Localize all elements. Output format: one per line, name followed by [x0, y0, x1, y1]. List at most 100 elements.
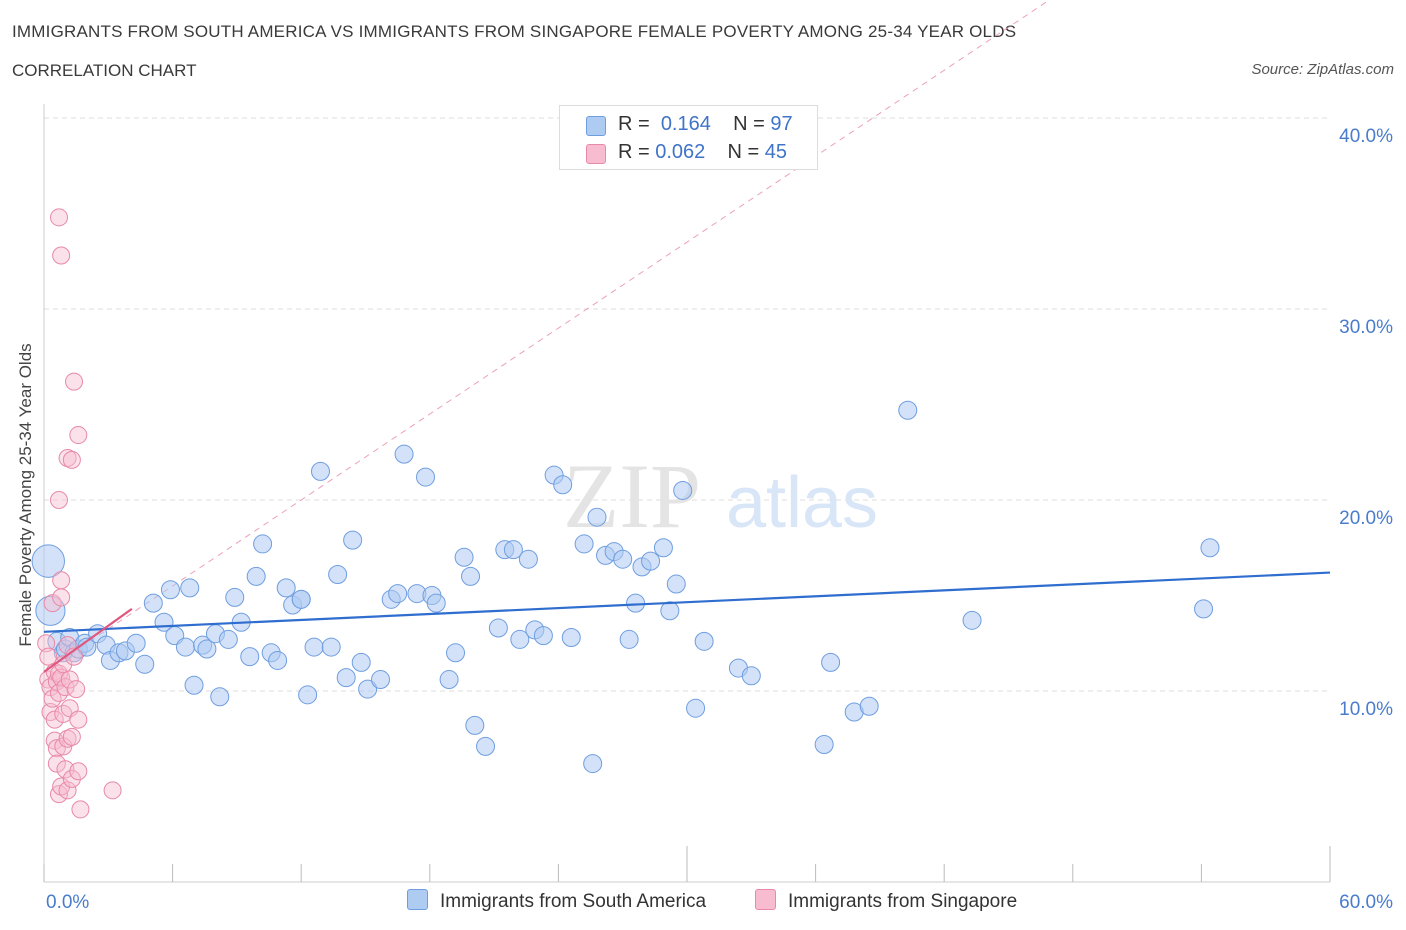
- x-tick-label: 0.0%: [46, 892, 89, 913]
- legend-n-value: 45: [764, 141, 788, 163]
- south-america-trend-line: [43, 571, 1331, 633]
- south-america-point: [553, 475, 573, 495]
- south-america-point: [814, 734, 834, 754]
- watermark-atlas: atlas: [726, 463, 878, 543]
- south-america-points: [31, 400, 1220, 774]
- south-america-point: [388, 584, 408, 604]
- south-america-point: [503, 540, 523, 560]
- x-tick-label: 60.0%: [1339, 892, 1393, 913]
- axes: [43, 104, 1331, 883]
- south-america-point: [343, 530, 363, 550]
- south-america-point: [694, 631, 714, 651]
- south-america-point: [488, 618, 508, 638]
- south-america-point: [210, 687, 230, 707]
- south-america-point: [321, 637, 341, 657]
- singapore-point: [69, 762, 88, 781]
- singapore-point: [45, 710, 64, 729]
- south-america-point: [184, 675, 204, 695]
- singapore-point: [50, 208, 69, 227]
- singapore-points: [37, 208, 122, 819]
- south-america-point: [533, 626, 553, 646]
- south-america-point: [291, 589, 311, 609]
- singapore-point: [50, 491, 69, 509]
- south-america-point: [351, 652, 371, 672]
- south-america-point: [416, 467, 436, 487]
- south-america-point: [561, 628, 581, 648]
- south-america-point: [454, 547, 474, 567]
- bottom-legend-label: Immigrants from South America: [440, 891, 707, 912]
- y-tick-label: 30.0%: [1339, 317, 1393, 338]
- south-america-point: [673, 480, 693, 500]
- y-axis-label: Female Poverty Among 25-34 Year Olds: [16, 343, 35, 647]
- singapore-point: [62, 769, 81, 788]
- south-america-point: [439, 670, 459, 690]
- south-america-point: [653, 538, 673, 558]
- singapore-point: [52, 588, 71, 607]
- south-america-point: [328, 564, 348, 584]
- south-america-point: [446, 643, 466, 663]
- south-america-point: [465, 715, 485, 735]
- south-america-point: [587, 507, 607, 527]
- singapore-point: [37, 634, 56, 653]
- singapore-point: [62, 727, 81, 746]
- south-america-point: [574, 534, 594, 554]
- south-america-point: [225, 587, 245, 607]
- south-america-point: [660, 601, 680, 621]
- south-america-point: [426, 593, 446, 613]
- singapore-trend-line: [43, 607, 133, 673]
- south-america-point: [1194, 599, 1214, 619]
- south-america-point: [143, 593, 163, 613]
- y-tick-label: 40.0%: [1339, 126, 1393, 147]
- singapore-point: [71, 800, 90, 819]
- south-america-point: [641, 551, 661, 571]
- legend-n-value: 97: [770, 113, 793, 135]
- south-america-point: [253, 534, 273, 554]
- south-america-point: [821, 652, 841, 672]
- singapore-point: [39, 647, 58, 666]
- south-america-point: [197, 639, 217, 659]
- singapore-point: [58, 781, 77, 800]
- south-america-point: [304, 637, 324, 657]
- south-america-point: [310, 461, 330, 481]
- south-america-point: [371, 670, 391, 690]
- south-america-point: [240, 647, 260, 667]
- chart-subtitle: CORRELATION CHART: [12, 61, 197, 80]
- south-america-point: [476, 736, 496, 756]
- south-america-point: [358, 679, 378, 699]
- bottom-legend-swatch-blue: [407, 889, 428, 910]
- singapore-point: [47, 754, 66, 773]
- south-america-point: [394, 444, 414, 464]
- singapore-trend-dashed: [43, 0, 1051, 673]
- legend-text: R = 0.062 N = 45: [618, 141, 788, 163]
- south-america-point: [180, 578, 200, 598]
- singapore-point: [52, 571, 71, 590]
- legend-text: R = 0.164 N = 97: [618, 113, 793, 135]
- singapore-point: [69, 710, 88, 729]
- south-america-point: [666, 574, 686, 594]
- legend-swatch-pink: [586, 144, 606, 164]
- south-america-point: [135, 654, 155, 674]
- south-america-point: [583, 754, 603, 774]
- singapore-point: [65, 372, 84, 391]
- bottom-legend-singapore: Immigrants from Singapore: [755, 889, 1017, 913]
- tick-labels: 10.0% 20.0% 30.0% 40.0% 0.0% 60.0%: [46, 126, 1393, 913]
- singapore-point: [60, 670, 79, 689]
- south-america-point: [246, 566, 266, 586]
- south-america-point: [268, 650, 288, 670]
- south-america-point: [510, 629, 530, 649]
- bottom-legend-south-america: Immigrants from South America: [407, 889, 706, 913]
- legend-r-value: 0.164: [660, 113, 711, 135]
- y-tick-label: 20.0%: [1339, 508, 1393, 529]
- singapore-trend-extended: [43, 0, 1051, 673]
- south-america-point: [218, 629, 238, 649]
- south-america-point: [276, 578, 296, 598]
- south-america-point: [160, 580, 180, 600]
- legend-swatch-blue: [586, 116, 606, 136]
- south-america-point: [336, 668, 356, 688]
- south-america-point: [962, 610, 982, 630]
- south-america-point: [126, 633, 146, 653]
- y-axis-label-wrap: Female Poverty Among 25-34 Year Olds: [16, 343, 36, 646]
- singapore-point: [69, 426, 88, 445]
- south-america-point: [1200, 538, 1220, 558]
